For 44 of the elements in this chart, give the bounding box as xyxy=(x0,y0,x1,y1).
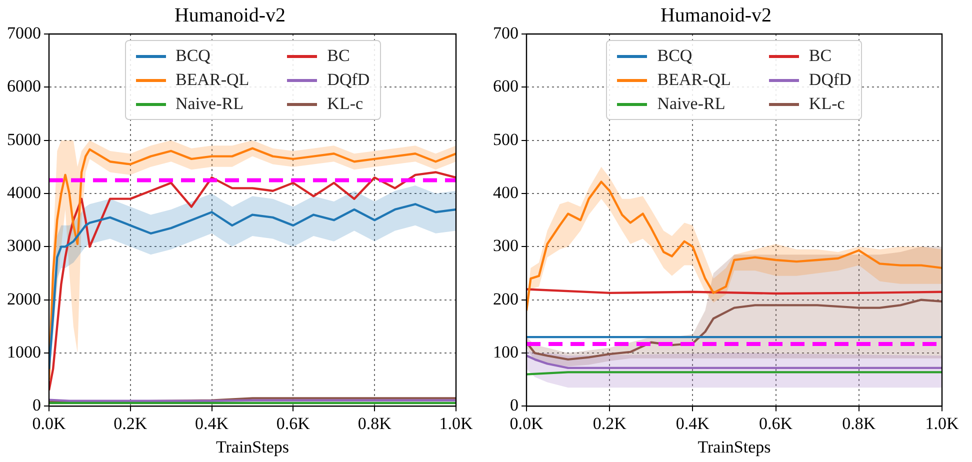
y-tick-label: 500 xyxy=(493,130,518,149)
y-tick-label: 200 xyxy=(493,289,518,308)
x-axis-title: TrainSteps xyxy=(698,437,771,456)
y-tick-label: 100 xyxy=(493,342,518,362)
y-tick-label: 6000 xyxy=(7,76,41,96)
y-tick-label: 700 xyxy=(493,23,518,42)
y-tick-label: 0 xyxy=(510,396,518,415)
x-tick-label: 0.8K xyxy=(842,414,876,433)
y-tick-label: 3000 xyxy=(7,236,41,256)
x-tick-label: 0.2K xyxy=(114,414,148,433)
legend-label: BC xyxy=(808,46,832,66)
x-axis-title: TrainSteps xyxy=(216,437,290,456)
chart-title: Humanoid-v2 xyxy=(174,4,286,26)
legend-label: Naive-RL xyxy=(657,94,726,114)
x-tick-label: 0.8K xyxy=(358,414,392,433)
legend-label: BC xyxy=(327,46,350,66)
y-tick-label: 2000 xyxy=(7,289,41,308)
x-tick-label: 0.4K xyxy=(195,414,230,433)
y-tick-label: 4000 xyxy=(7,182,41,202)
chart-title: Humanoid-v2 xyxy=(660,4,772,26)
legend-label: DQfD xyxy=(327,70,370,90)
legend-label: BCQ xyxy=(657,46,692,66)
legend-label: BEAR-QL xyxy=(176,70,250,90)
x-tick-label: 0.6K xyxy=(276,414,311,433)
y-tick-label: 1000 xyxy=(7,342,41,362)
x-tick-label: 1.0K xyxy=(439,414,474,433)
x-tick-label: 0.0K xyxy=(510,414,544,433)
legend-label: BCQ xyxy=(176,46,210,66)
x-tick-label: 0.0K xyxy=(32,414,66,433)
y-tick-label: 400 xyxy=(493,182,518,202)
legend-label: KL-c xyxy=(327,94,364,114)
legend-label: KL-c xyxy=(808,94,845,114)
y-tick-label: 0 xyxy=(32,396,41,415)
y-tick-label: 600 xyxy=(493,76,518,96)
x-tick-label: 0.4K xyxy=(676,414,710,433)
legend-label: Naive-RL xyxy=(176,94,244,114)
x-tick-label: 0.6K xyxy=(759,414,794,433)
x-tick-label: 1.0K xyxy=(925,414,960,433)
legend-label: DQfD xyxy=(808,70,852,90)
legend-label: BEAR-QL xyxy=(657,70,731,90)
y-tick-label: 7000 xyxy=(7,23,41,42)
y-tick-label: 5000 xyxy=(7,130,41,149)
x-tick-label: 0.2K xyxy=(592,414,628,433)
y-tick-label: 300 xyxy=(493,236,518,256)
